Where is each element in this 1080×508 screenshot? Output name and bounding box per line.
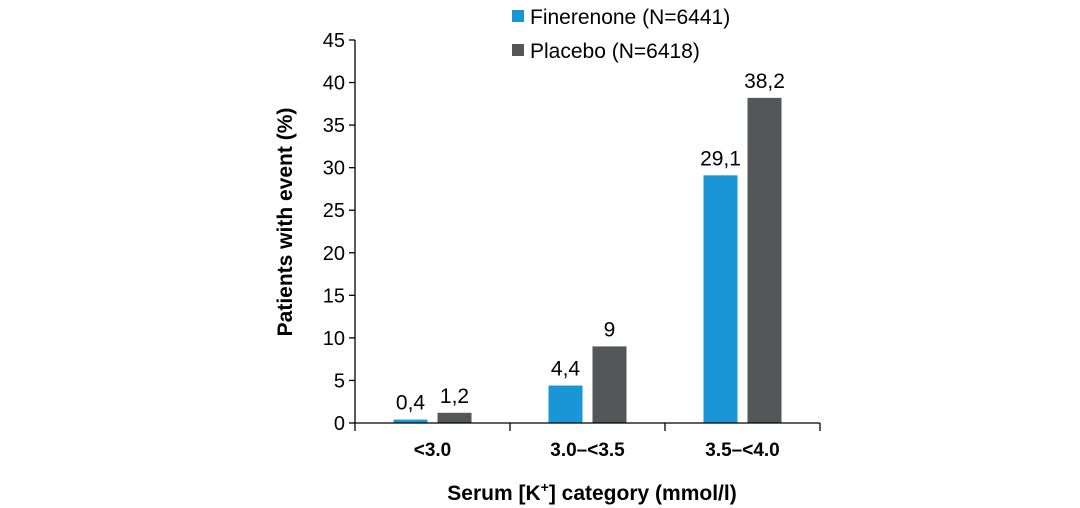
y-tick-label: 5: [334, 370, 345, 392]
y-tick-label: 20: [323, 243, 345, 265]
legend-swatch-finerenone: [512, 10, 524, 22]
y-tick-label: 40: [323, 73, 345, 95]
bar-finerenone: [393, 419, 428, 423]
bar-value-label: 1,2: [440, 385, 469, 408]
x-category-label: 3.0–<3.5: [550, 440, 625, 461]
x-category-label: 3.5–<4.0: [705, 440, 780, 461]
bar-placebo: [592, 346, 627, 423]
y-axis: 0 5 10 15 20 25 30 35 40 45: [323, 30, 356, 435]
bar-value-label: 4,4: [551, 358, 581, 381]
legend-label-placebo: Placebo (N=6418): [530, 40, 700, 63]
bars: 0,4 1,2 4,4 9 29,1 38,2: [393, 70, 785, 424]
y-tick-label: 30: [323, 158, 345, 180]
x-axis-title-main: Serum [K: [447, 482, 540, 505]
bar-value-label: 0,4: [396, 392, 426, 415]
y-tick-label: 0: [334, 413, 345, 435]
bar-placebo: [747, 97, 782, 424]
legend: Finerenone (N=6441) Placebo (N=6418): [512, 6, 730, 63]
y-axis-title: Patients with event (%): [274, 108, 297, 337]
bar-value-label: 29,1: [700, 147, 741, 170]
bar-value-label: 9: [604, 318, 616, 341]
y-tick-label: 45: [323, 30, 345, 52]
bar-placebo: [437, 412, 472, 423]
bar-finerenone: [548, 385, 583, 423]
x-axis: <3.0 3.0–<3.5 3.5–<4.0: [354, 422, 821, 461]
x-axis-title-rest: ] category (mmol/l): [549, 482, 737, 505]
y-tick-label: 15: [323, 285, 345, 307]
x-axis-title: Serum [K+] category (mmol/l): [447, 479, 736, 505]
y-tick-label: 25: [323, 200, 345, 222]
bar-finerenone: [703, 175, 738, 423]
x-axis-title-superscript: +: [541, 479, 549, 495]
bar-value-label: 38,2: [744, 70, 785, 93]
legend-swatch-placebo: [512, 44, 524, 56]
legend-label-finerenone: Finerenone (N=6441): [530, 6, 730, 29]
y-tick-label: 10: [323, 328, 345, 350]
y-tick-label: 35: [323, 115, 345, 137]
x-category-label: <3.0: [414, 440, 452, 461]
